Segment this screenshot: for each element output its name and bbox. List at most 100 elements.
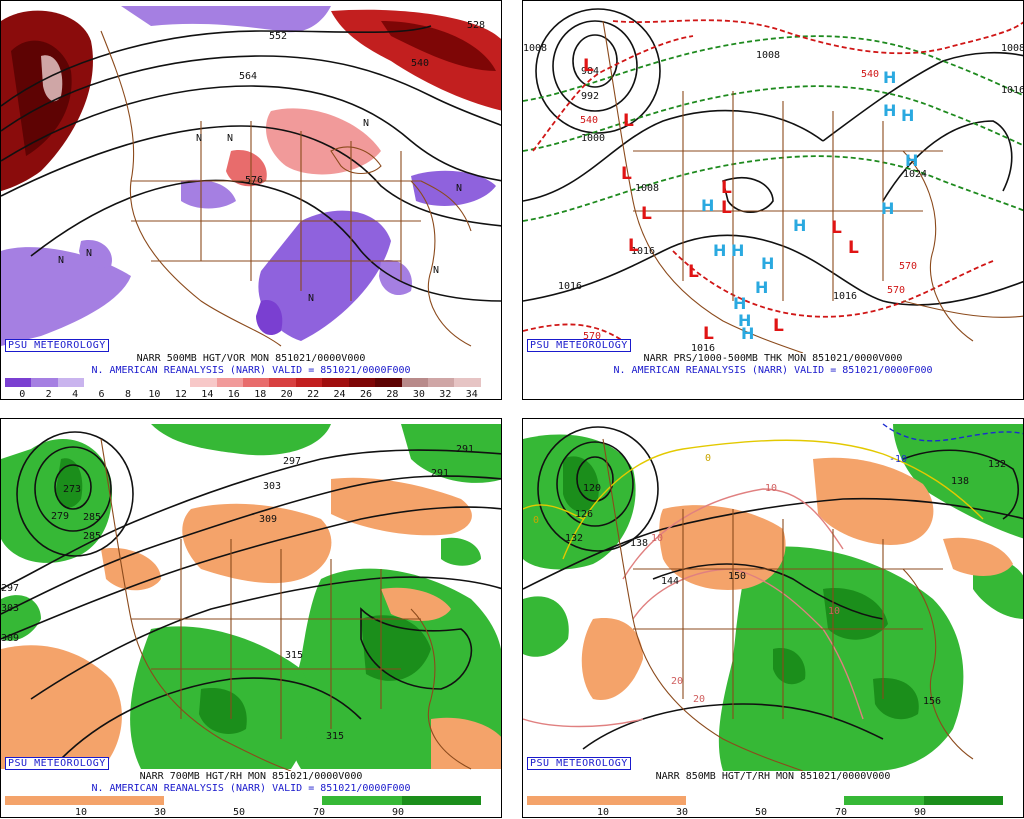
colorbar-segment [84, 796, 164, 805]
high-pressure-marker: H [901, 106, 914, 125]
contour-label: 564 [239, 71, 257, 82]
isotherm-label: 10 [765, 483, 777, 494]
low-pressure-marker: L [721, 178, 732, 198]
low-pressure-marker: L [703, 324, 714, 344]
contour-label: 540 [411, 58, 429, 69]
colorbar-segment [764, 796, 845, 805]
colorbar-tick-label: 34 [465, 389, 478, 400]
colorbar-segment [242, 378, 270, 387]
colorbar-tick-label: 14 [201, 389, 214, 400]
contour-label: 126 [575, 509, 593, 520]
thickness-label: 570 [899, 261, 917, 272]
contour-label: 297 [283, 456, 301, 467]
thickness-label: 540 [861, 69, 879, 80]
map-700mb: 273 279 285 291 297 303 309 315 315 297 … [1, 419, 501, 771]
vorticity-min-southwest [1, 247, 131, 346]
psu-meteorology-label: PSU METEOROLOGY [5, 757, 109, 770]
contour-label: 156 [923, 696, 941, 707]
isobar-label: 1016 [833, 291, 857, 302]
colorbar-tick-label: 12 [174, 389, 187, 400]
isobar-label: 1000 [581, 133, 605, 144]
humidity-dry-regions [1, 477, 501, 769]
valid-time-line: N. AMERICAN REANALYSIS (NARR) VALID = 85… [613, 365, 933, 376]
geographic-boundaries [100, 30, 472, 347]
contour-label: 285 [83, 512, 101, 523]
colorbar-tick-label: 50 [232, 807, 246, 818]
isotherm-label: 10 [651, 533, 663, 544]
contour-label: 285 [83, 531, 101, 542]
thickness-label: 540 [580, 115, 598, 126]
low-pressure-marker: L [831, 218, 842, 238]
low-pressure-marker: L [583, 56, 594, 76]
product-title: NARR 700MB HGT/RH MON 851021/0000V000 [139, 771, 363, 782]
colorbar-tick-label: 0 [19, 389, 26, 400]
high-pressure-marker: H [713, 241, 726, 260]
vorticity-minimum-marker: N [456, 183, 462, 194]
low-pressure-marker: L [628, 236, 639, 256]
vorticity-minimum-marker: N [308, 293, 314, 304]
colorbar-segment [137, 378, 164, 387]
product-title: NARR 500MB HGT/VOR MON 851021/0000V000 [136, 353, 366, 364]
isobar-label: 984 [581, 66, 599, 77]
vorticity-minimum-marker: N [196, 133, 202, 144]
vorticity-colorbar [5, 378, 481, 387]
map-500mb: 528 552 540 564 576 N N N N N N N N [1, 1, 501, 353]
high-pressure-marker: H [883, 101, 896, 120]
vorticity-minimum-marker: N [86, 248, 92, 259]
humidity-colorbar [527, 796, 1003, 805]
colorbar-tick-label: 20 [280, 389, 293, 400]
isotherm-label: -10 [889, 454, 907, 465]
contour-label: 279 [51, 511, 69, 522]
colorbar-segment [163, 378, 191, 387]
high-pressure-marker: H [793, 216, 806, 235]
colorbar-tick-label: 70 [312, 807, 326, 818]
colorbar-segment [454, 378, 481, 387]
contour-label: 120 [583, 483, 601, 494]
low-pressure-marker: L [721, 198, 732, 218]
vorticity-max-northeast [331, 9, 501, 111]
colorbar-segment [190, 378, 217, 387]
panel-500mb-vorticity: 528 552 540 564 576 N N N N N N N N PSU … [0, 0, 502, 400]
isotherm-label: 0 [705, 453, 711, 464]
contour-label: 315 [326, 731, 344, 742]
colorbar-segment [606, 796, 686, 805]
colorbar-segment [84, 378, 111, 387]
contour-label: 150 [728, 571, 746, 582]
colorbar-tick-label: 16 [227, 389, 240, 400]
isotherm-label: 20 [693, 694, 705, 705]
low-pressure-marker: L [623, 111, 634, 131]
high-pressure-marker: H [733, 294, 746, 313]
contour-label: 138 [630, 538, 648, 549]
colorbar-tick-label: 26 [359, 389, 373, 400]
colorbar-segment [5, 796, 85, 805]
high-pressure-marker: H [755, 278, 768, 297]
colorbar-segment [322, 378, 349, 387]
colorbar-tick-label: 30 [412, 389, 425, 400]
colorbar-tick-label: 10 [596, 807, 610, 818]
colorbar-tick-label: 70 [834, 807, 848, 818]
contour-label: 303 [1, 603, 19, 614]
colorbar-tick-label: 8 [124, 389, 132, 400]
colorbar-tick-label: 2 [45, 389, 52, 400]
colorbar-segment [31, 378, 58, 387]
contour-label: 132 [988, 459, 1006, 470]
contour-label: 291 [456, 444, 474, 455]
isobar-label: 1024 [903, 169, 927, 180]
colorbar-segment [527, 796, 607, 805]
colorbar-segment [110, 378, 138, 387]
colorbar-segment [844, 796, 924, 805]
contour-label: 315 [285, 650, 303, 661]
isobar-label: 1008 [756, 50, 780, 61]
product-title: NARR 850MB HGT/T/RH MON 851021/0000V000 [655, 771, 891, 782]
contour-label: 273 [63, 484, 81, 495]
colorbar-segment [163, 796, 243, 805]
colorbar-tick-label: 24 [333, 389, 346, 400]
colorbar-segment [322, 796, 402, 805]
valid-time-line: N. AMERICAN REANALYSIS (NARR) VALID = 85… [91, 365, 411, 376]
isotherm-label: 0 [533, 515, 539, 526]
vorticity-minimum-marker: N [433, 265, 439, 276]
colorbar-segment [269, 378, 296, 387]
valid-time-line: N. AMERICAN REANALYSIS (NARR) VALID = 85… [91, 783, 411, 794]
colorbar-segment [57, 378, 85, 387]
contour-label: 309 [1, 633, 19, 644]
